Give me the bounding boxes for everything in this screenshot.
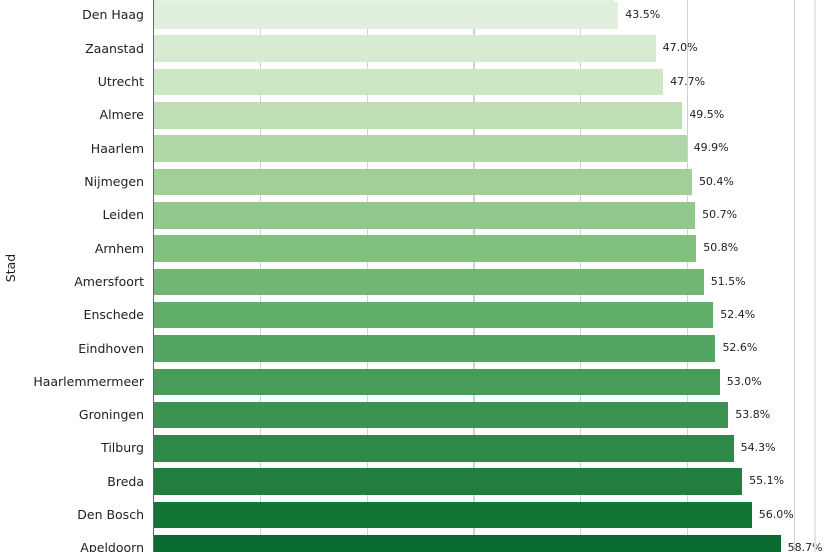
value-label: 43.5% [625, 8, 661, 21]
category-label: Nijmegen [84, 173, 144, 189]
category-label: Utrecht [97, 73, 144, 89]
category-label: Apeldoorn [80, 540, 144, 552]
category-label: Haarlemmermeer [33, 373, 144, 389]
cropped-top-bar [153, 0, 614, 2]
value-label: 55.1% [749, 474, 785, 488]
value-label: 49.5% [689, 107, 725, 121]
value-label: 52.4% [720, 307, 756, 321]
category-label: Zaanstad [85, 40, 144, 56]
category-label: Groningen [78, 407, 144, 423]
value-label: 58.7% [787, 541, 823, 552]
category-label: Breda [107, 473, 144, 489]
bar-nijmegen [153, 168, 692, 196]
value-label: 54.3% [740, 441, 776, 455]
category-label: Almere [99, 107, 144, 123]
bar-breda [153, 468, 743, 496]
bar-enschede [153, 301, 714, 329]
bar-leiden [153, 201, 696, 229]
figure-right-border [814, 0, 816, 552]
bar-apeldoorn [153, 535, 781, 552]
value-label: 47.0% [662, 41, 698, 55]
category-label: Arnhem [94, 240, 144, 256]
category-label: Eindhoven [78, 340, 144, 356]
category-label: Den Haag [82, 7, 144, 23]
bar-groningen [153, 401, 729, 429]
gridline-60 [793, 0, 796, 552]
bar-haarlemmermeer [153, 368, 720, 396]
bar-zaanstad [153, 35, 656, 62]
category-label: Enschede [83, 307, 144, 323]
bar-den-haag [153, 2, 619, 29]
value-label: 53.8% [735, 407, 771, 421]
value-label: 49.9% [693, 141, 729, 155]
category-label: Den Bosch [77, 507, 144, 523]
bar-amersfoort [153, 268, 704, 296]
bar-den-bosch [153, 501, 752, 529]
bar-eindhoven [153, 335, 716, 362]
value-label: 56.0% [758, 507, 794, 521]
category-label: Haarlem [90, 140, 144, 156]
bar-haarlem [153, 135, 687, 162]
bar-utrecht [153, 68, 664, 96]
value-label: 51.5% [710, 274, 746, 288]
category-label: Amersfoort [74, 273, 144, 289]
value-label: 47.7% [670, 74, 706, 88]
value-label: 53.0% [726, 374, 762, 388]
plot-area: 43.5% 47.0% 47.7% 49.5% 49.9% 50.4% 50.7% 50.8%… [152, 0, 823, 552]
category-label: Tilburg [101, 440, 144, 456]
value-label: 52.6% [722, 341, 758, 355]
category-label: Leiden [102, 207, 144, 223]
value-label: 50.7% [702, 207, 738, 221]
bar-arnhem [153, 235, 697, 262]
value-label: 50.8% [703, 241, 739, 255]
value-label: 50.4% [698, 174, 734, 188]
bar-almere [153, 101, 683, 129]
bar-tilburg [153, 435, 734, 462]
